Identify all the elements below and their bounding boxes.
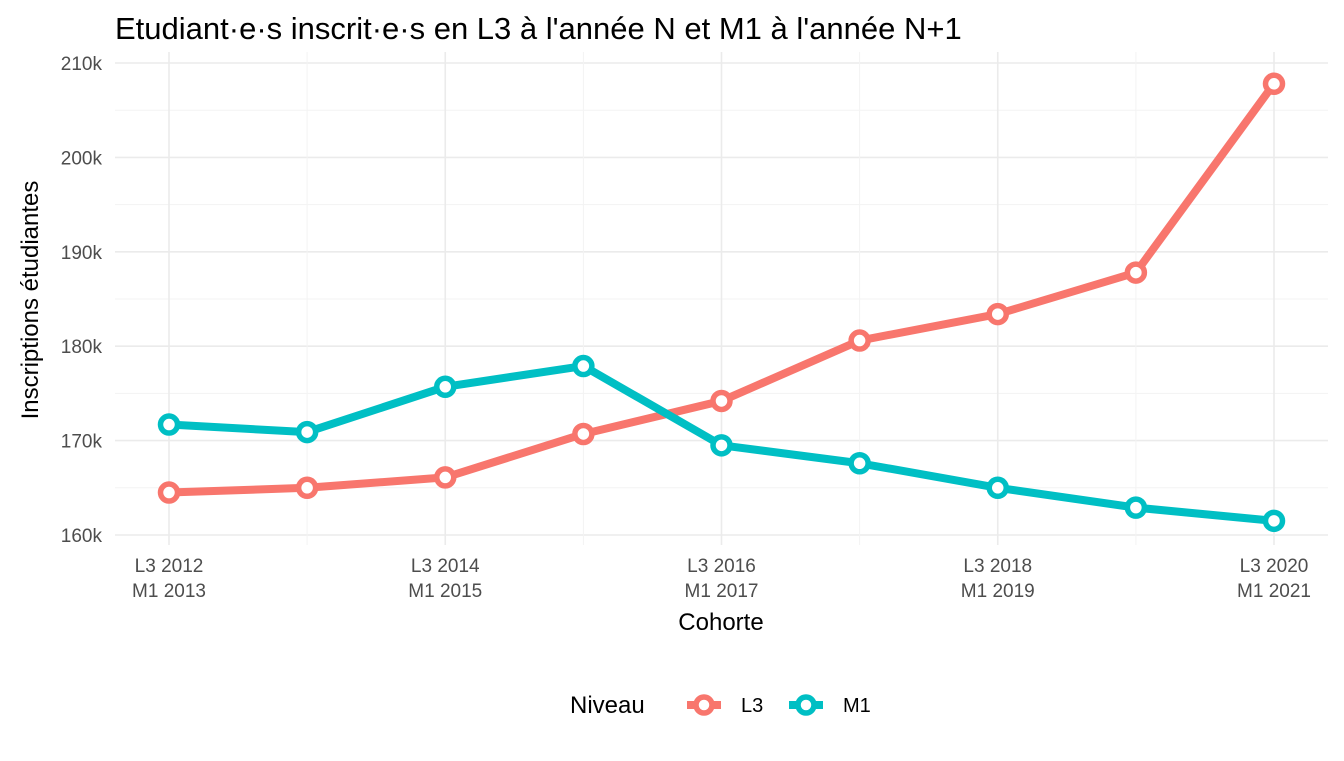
data-point-l3 [710,389,733,413]
x-axis-title: Cohorte [678,609,763,636]
x-tick-label: L3 2012 [135,556,204,577]
y-tick-label: 190k [61,243,103,264]
x-tick-label: L3 2018 [963,556,1032,577]
x-tick-label: M1 2013 [132,581,206,602]
x-tick-label: M1 2017 [685,581,759,602]
x-axis: L3 2012 M1 2013 L3 2014 M1 2015 L3 2016 M1 20… [132,556,1311,602]
legend-label-l3: L3 [741,695,763,717]
data-point-m1 [572,354,595,378]
data-point-l3 [295,476,319,500]
grid [115,52,1328,545]
y-tick-label: 200k [61,148,103,169]
x-tick-label: L3 2020 [1240,556,1309,577]
data-point-l3 [434,466,457,489]
legend-key-point-m1 [795,694,817,716]
chart-title: Etudiant·e·s inscrit·e·s en L3 à l'année… [115,11,962,46]
legend: Niveau L3 M1 [570,692,871,719]
data-point-m1 [986,476,1009,500]
data-point-l3 [986,302,1009,326]
series-layer [157,72,1286,533]
y-tick-label: 180k [61,337,103,358]
data-point-m1 [848,452,871,475]
data-point-m1 [157,413,181,436]
y-tick-label: 160k [61,526,103,547]
legend-title: Niveau [570,692,645,719]
data-point-l3 [1262,72,1286,96]
data-point-l3 [572,422,595,446]
legend-key-point-l3 [693,694,715,716]
legend-label-m1: M1 [843,695,871,717]
legend-items: L3 M1 [687,694,871,717]
x-tick-label: M1 2019 [961,581,1035,602]
data-point-m1 [295,420,319,444]
data-point-m1 [434,375,457,399]
data-point-m1 [1124,496,1148,519]
data-point-l3 [848,329,871,352]
data-point-l3 [1124,261,1148,284]
x-tick-label: L3 2014 [411,556,480,577]
data-point-m1 [1262,509,1286,533]
x-tick-label: M1 2021 [1237,581,1311,602]
data-point-m1 [710,434,733,457]
x-tick-label: L3 2016 [687,556,756,577]
x-tick-label: M1 2015 [408,581,482,602]
y-axis: 160k 170k 180k 190k 200k 210k [61,54,103,547]
y-tick-label: 210k [61,54,103,75]
y-tick-label: 170k [61,432,103,453]
data-point-l3 [157,481,181,504]
y-axis-title: Inscriptions étudiantes [17,181,44,420]
